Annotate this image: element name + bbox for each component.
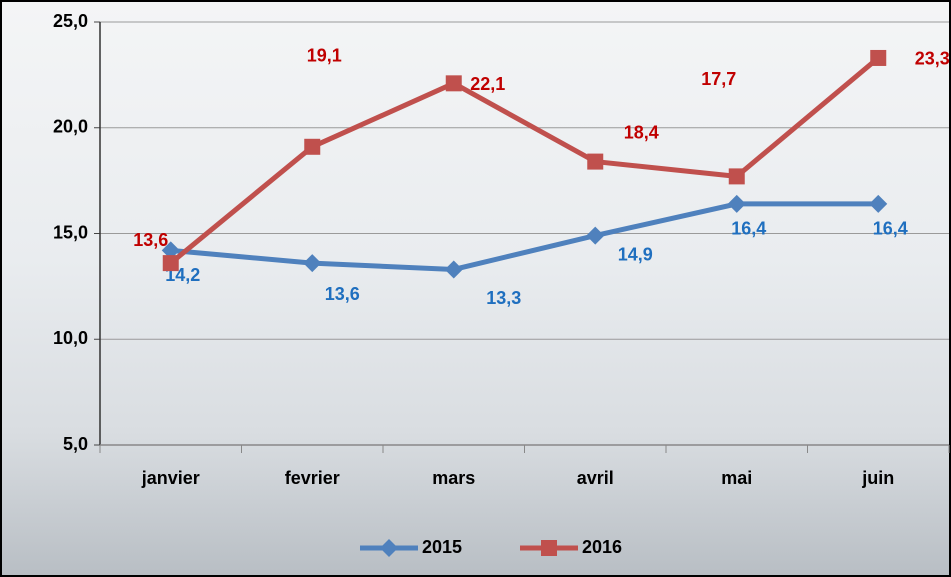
marker [444,260,463,279]
x-tick-label: janvier [141,468,200,488]
y-tick-label: 10,0 [53,328,88,348]
data-label: 16,4 [873,219,908,239]
marker [727,194,746,213]
marker [303,254,322,273]
x-tick-label: avril [577,468,614,488]
x-tick-label: mai [721,468,752,488]
data-label: 13,6 [133,230,168,250]
y-tick-label: 25,0 [53,11,88,31]
data-label: 17,7 [701,69,736,89]
x-tick-label: juin [861,468,894,488]
marker [541,540,557,556]
data-label: 23,3 [915,49,950,69]
legend-label: 2015 [422,537,462,557]
marker [380,539,398,557]
series-line [169,56,880,266]
marker [728,168,745,185]
data-label: 22,1 [470,74,505,94]
marker [869,194,888,213]
data-label: 18,4 [624,122,659,142]
data-label: 13,6 [325,284,360,304]
y-tick-label: 15,0 [53,222,88,242]
x-tick-label: fevrier [285,468,340,488]
data-label: 14,9 [618,244,653,264]
legend-label: 2016 [582,537,622,557]
marker [161,241,180,260]
y-tick-label: 20,0 [53,117,88,137]
marker [587,153,604,170]
x-tick-label: mars [432,468,475,488]
marker [586,226,605,245]
y-tick-label: 5,0 [63,434,88,454]
data-label: 13,3 [486,288,521,308]
marker [445,75,462,92]
marker [304,138,321,155]
data-label: 16,4 [731,219,766,239]
series-line [170,201,879,272]
marker [162,255,179,272]
data-label: 19,1 [307,46,342,66]
marker [870,49,887,66]
